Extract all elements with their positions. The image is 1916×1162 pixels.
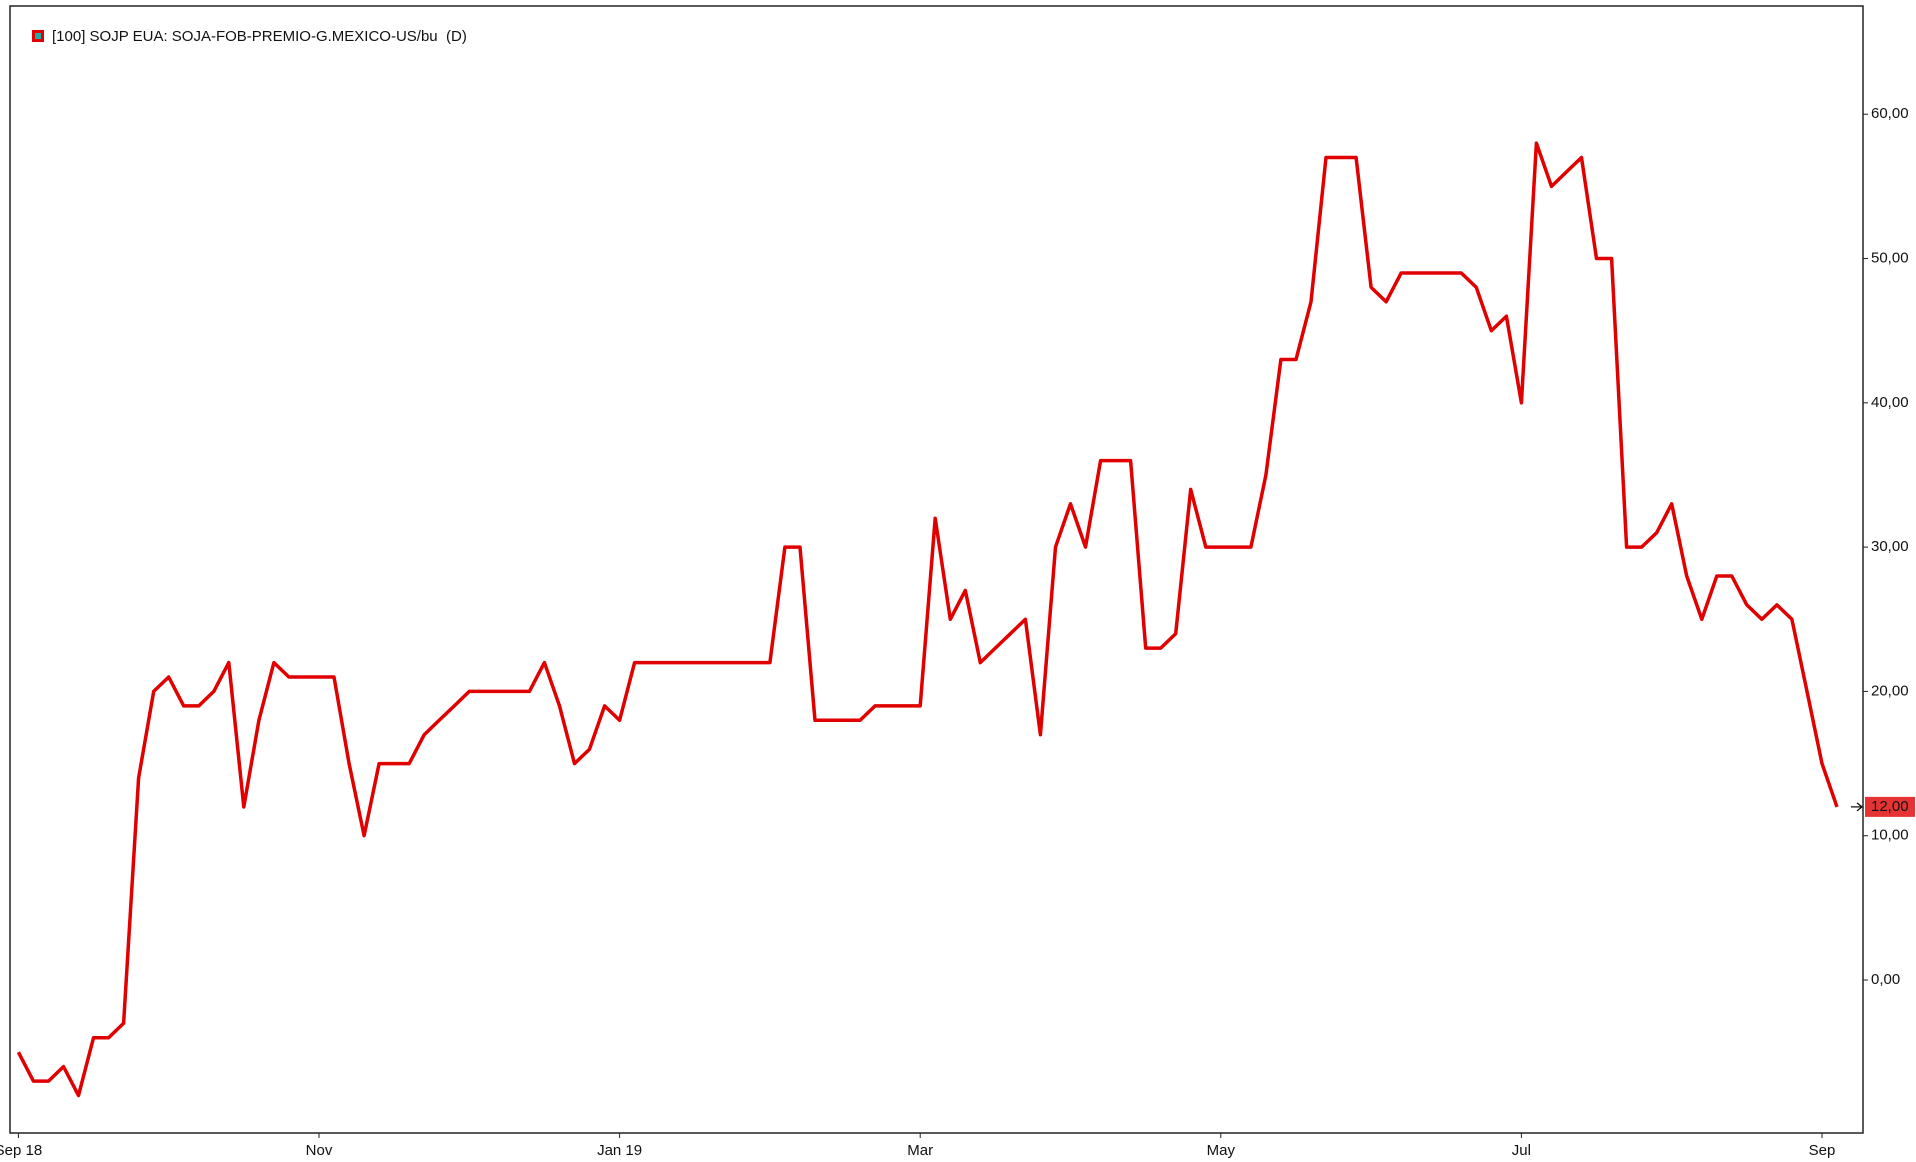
y-tick-label: 0,00 <box>1871 971 1900 988</box>
last-value-marker <box>1865 796 1915 817</box>
x-tick-label: Nov <box>306 1142 333 1159</box>
last-value-arrow <box>1851 802 1864 812</box>
y-tick-label: 50,00 <box>1871 249 1909 266</box>
legend-swatch-inner <box>35 33 41 39</box>
legend-label: [100] SOJP EUA: SOJA-FOB-PREMIO-G.MEXICO… <box>52 28 438 45</box>
y-tick-label: 40,00 <box>1871 394 1909 411</box>
plot-frame <box>9 5 1864 1134</box>
legend-suffix: (D) <box>446 28 467 45</box>
last-value-label: 12,00 <box>1871 798 1909 815</box>
data-line <box>16 141 1839 1098</box>
y-tick-label: 30,00 <box>1871 538 1909 555</box>
x-tick-label: May <box>1207 1142 1236 1159</box>
y-tick-label: 60,00 <box>1871 105 1909 122</box>
x-tick-label: Sep 18 <box>0 1142 42 1159</box>
y-tick-label: 20,00 <box>1871 682 1909 699</box>
x-tick-label: Jan 19 <box>597 1142 642 1159</box>
x-tick-label: Jul <box>1512 1142 1531 1159</box>
x-tick-label: Mar <box>907 1142 933 1159</box>
y-tick-label: 10,00 <box>1871 827 1909 844</box>
x-tick-label: Sep <box>1809 1142 1836 1159</box>
